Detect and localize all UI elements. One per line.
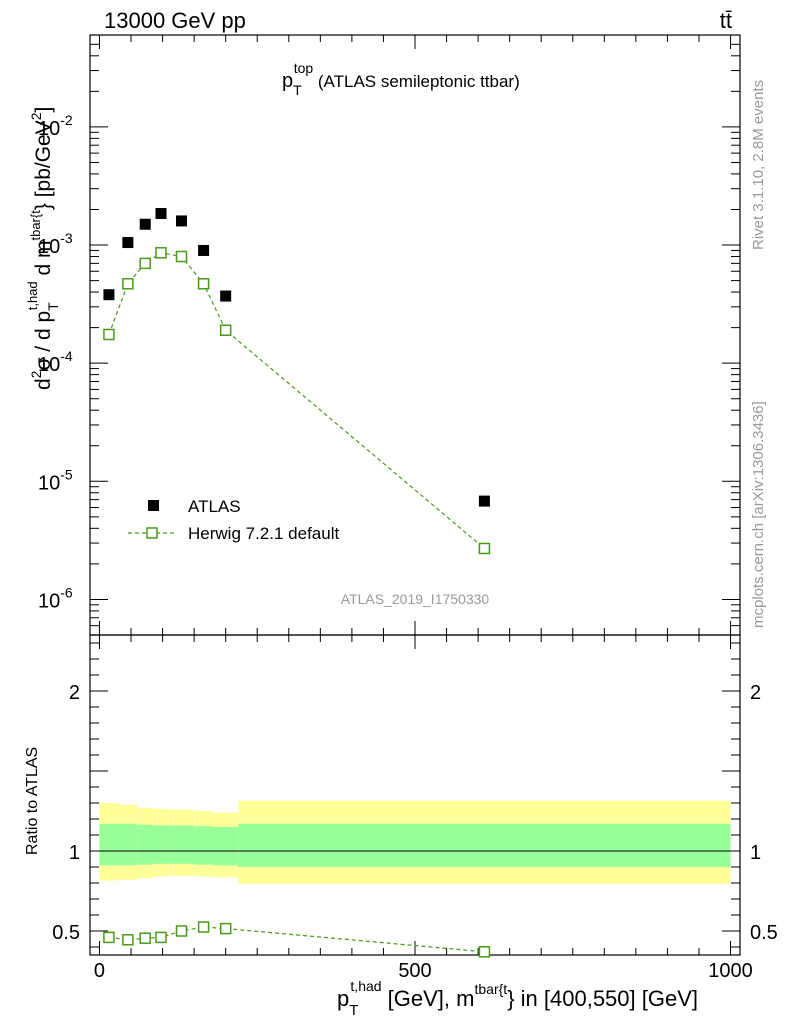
herwig-ratio-point	[103, 931, 115, 944]
legend-data-label: ATLAS	[188, 497, 241, 516]
atlas-data-point	[220, 290, 232, 302]
atlas-data-point	[176, 215, 188, 227]
ratio-y-axis-label: Ratio to ATLAS	[24, 747, 41, 855]
herwig-mc-point	[103, 328, 115, 341]
herwig-mc-point	[155, 247, 167, 259]
herwig-mc-point	[478, 542, 491, 555]
inner-band-segment	[194, 826, 214, 865]
atlas-data-point	[122, 237, 134, 249]
title-rest: (ATLAS semileptonic ttbar)	[313, 72, 520, 91]
x-axis-label: pTt,had [GeV], mtbar{t} in [400,550] [Ge…	[337, 978, 698, 1019]
ratio-y-tick-label-right: 2	[750, 682, 761, 704]
inner-band-segment	[168, 825, 195, 864]
herwig-mc-point	[197, 278, 210, 290]
main-y-tick-label: 10-2	[38, 112, 73, 140]
main-y-tick-label: 10-4	[38, 348, 73, 376]
herwig-ratio-point	[122, 934, 134, 946]
main-y-tick-label: 10-6	[38, 584, 73, 612]
x-tick-label: 500	[398, 960, 431, 982]
plot-title: pTtop (ATLAS semileptonic ttbar)	[282, 60, 520, 98]
herwig-mc-point	[122, 278, 134, 290]
main-y-axis-label: d2σ / d pTt,had d mtbar{t} [pb/GeV2]	[25, 107, 61, 390]
header-left: 13000 GeV pp	[104, 8, 246, 33]
herwig-ratio-point	[139, 932, 151, 944]
herwig-ratio-point	[478, 946, 491, 958]
axis-ticks	[90, 34, 740, 955]
inner-band-segment	[99, 823, 119, 866]
rivet-version-label: Rivet 3.1.10, 2.8M events	[750, 80, 767, 250]
herwig-mc-point	[139, 257, 151, 270]
analysis-watermark: ATLAS_2019_I1750330	[341, 591, 490, 607]
ratio-y-tick-label-right: 1	[750, 842, 761, 864]
series-markers	[103, 207, 491, 958]
x-tick-label: 0	[94, 960, 105, 982]
atlas-data-point	[103, 289, 115, 301]
atlas-data-point	[155, 207, 167, 219]
herwig-mc-point	[175, 250, 188, 263]
ratio-y-tick-label-left: 1	[69, 842, 80, 864]
ratio-y-tick-label-right: 0.5	[750, 922, 778, 944]
herwig-ratio-point	[197, 921, 210, 933]
main-panel-frame	[89, 34, 741, 636]
inner-band-segment	[118, 823, 138, 866]
x-tick-label: 1000	[708, 960, 753, 982]
main-y-tick-label: 10-5	[38, 466, 73, 494]
legend-data-marker	[148, 500, 159, 511]
legend: ATLAS Herwig 7.2.1 default	[128, 497, 339, 543]
herwig-ratio-point	[175, 925, 188, 937]
axis-tick-labels: 0 500 1000 10-2 10-3 10-4 10-5 10-6 0.5 0.5 1 1 2 2	[38, 112, 778, 982]
mc-main-polyline	[108, 252, 485, 549]
ratio-y-tick-label-left: 0.5	[52, 922, 80, 944]
ratio-panel-frame	[89, 634, 741, 956]
legend-mc-label: Herwig 7.2.1 default	[188, 524, 339, 543]
legend-mc-marker	[146, 527, 158, 539]
title-p: p	[282, 70, 293, 92]
ratio-y-tick-label-left: 2	[69, 682, 80, 704]
header-right: tt̄	[720, 8, 732, 33]
inner-band-segment	[153, 825, 169, 864]
uncertainty-bands	[99, 800, 731, 884]
inner-band-segment	[238, 823, 731, 867]
herwig-ratio-point	[219, 922, 232, 935]
atlas-data-point	[478, 495, 490, 507]
inner-band-segment	[213, 827, 239, 866]
inner-band-segment	[137, 824, 154, 865]
atlas-data-point	[198, 244, 210, 256]
herwig-mc-point	[219, 324, 232, 337]
herwig-ratio-point	[155, 931, 167, 944]
main-y-tick-label: 10-3	[38, 230, 73, 258]
title-sub: T	[293, 82, 302, 98]
mcplots-label: mcplots.cern.ch [arXiv:1306.3436]	[750, 401, 767, 628]
title-sup: top	[294, 60, 314, 76]
atlas-data-point	[139, 218, 151, 230]
